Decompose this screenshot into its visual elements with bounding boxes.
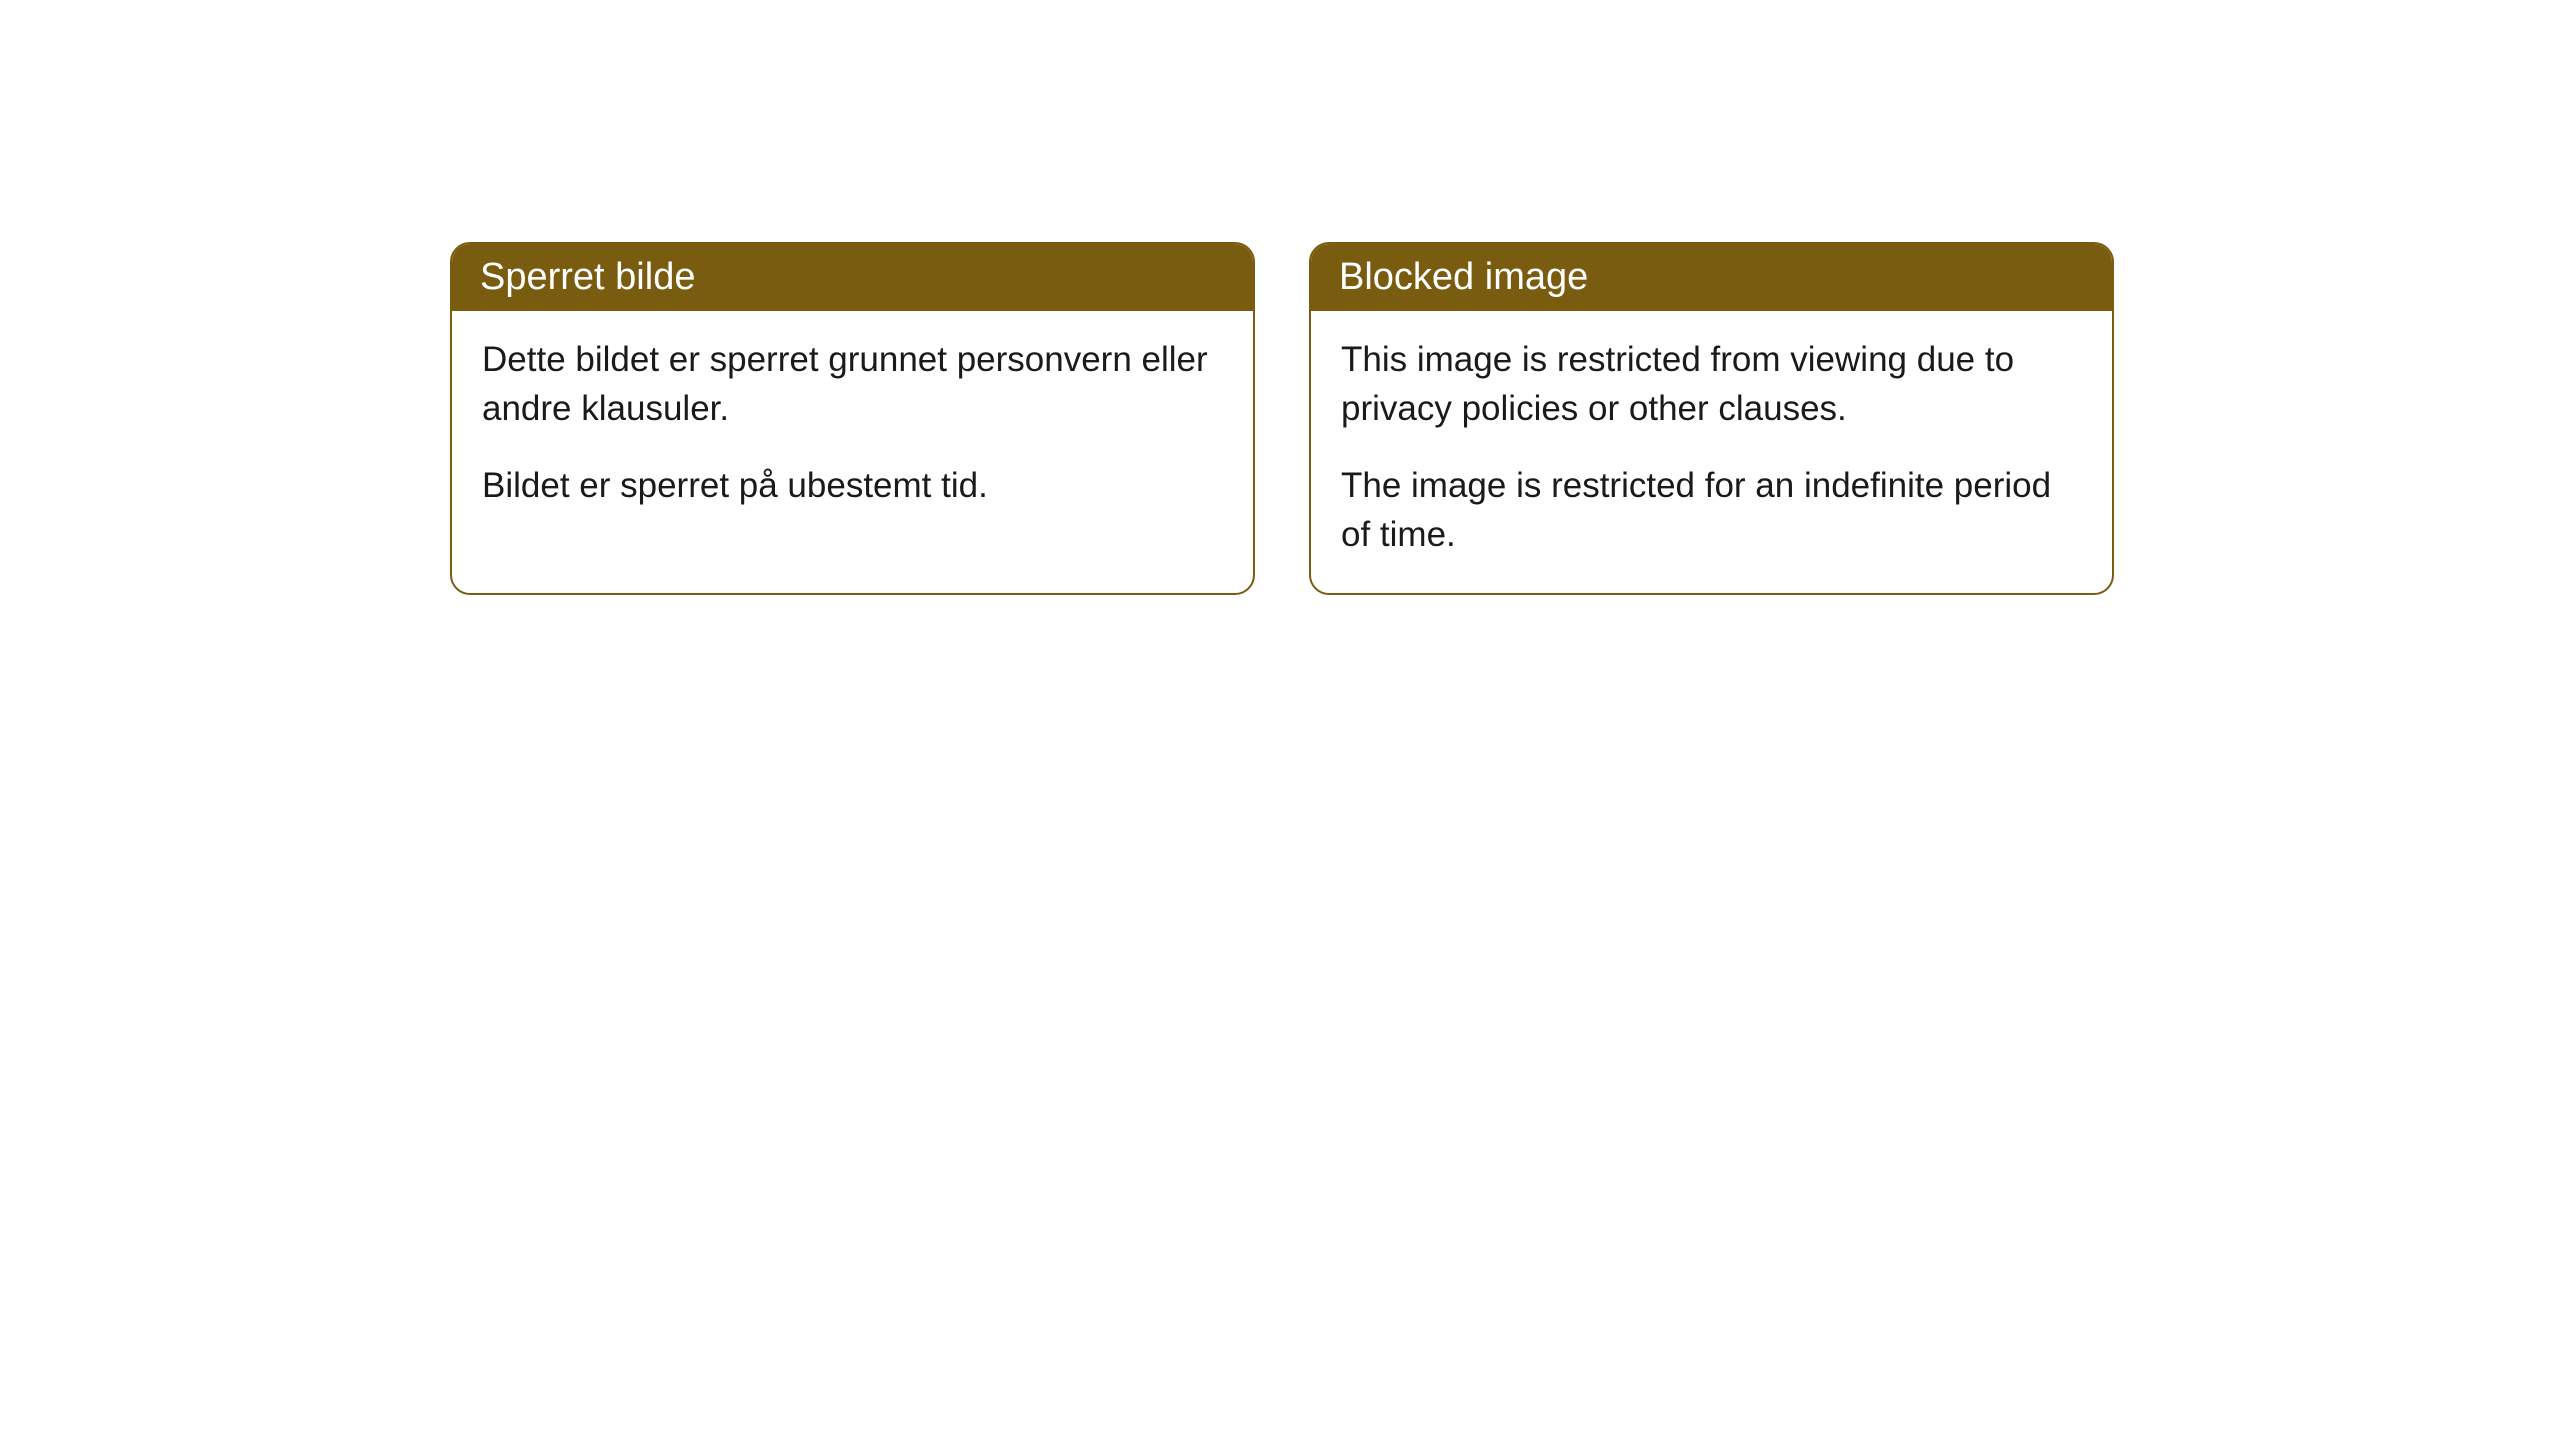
notice-paragraph-2-norwegian: Bildet er sperret på ubestemt tid. [482,461,1223,510]
notice-paragraph-2-english: The image is restricted for an indefinit… [1341,461,2082,559]
notice-card-english: Blocked image This image is restricted f… [1309,242,2114,595]
notice-header-norwegian: Sperret bilde [452,244,1253,311]
notice-body-norwegian: Dette bildet er sperret grunnet personve… [452,311,1253,544]
notice-body-english: This image is restricted from viewing du… [1311,311,2112,593]
notice-title-english: Blocked image [1339,256,1588,298]
notice-paragraph-1-norwegian: Dette bildet er sperret grunnet personve… [482,335,1223,433]
notice-header-english: Blocked image [1311,244,2112,311]
notice-paragraph-1-english: This image is restricted from viewing du… [1341,335,2082,433]
notice-container: Sperret bilde Dette bildet er sperret gr… [450,242,2114,595]
notice-card-norwegian: Sperret bilde Dette bildet er sperret gr… [450,242,1255,595]
notice-title-norwegian: Sperret bilde [480,256,695,298]
